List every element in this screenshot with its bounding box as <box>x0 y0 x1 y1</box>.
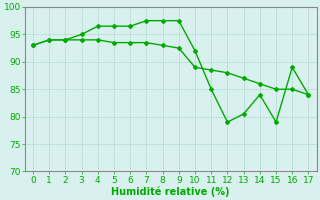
X-axis label: Humidité relative (%): Humidité relative (%) <box>111 186 230 197</box>
